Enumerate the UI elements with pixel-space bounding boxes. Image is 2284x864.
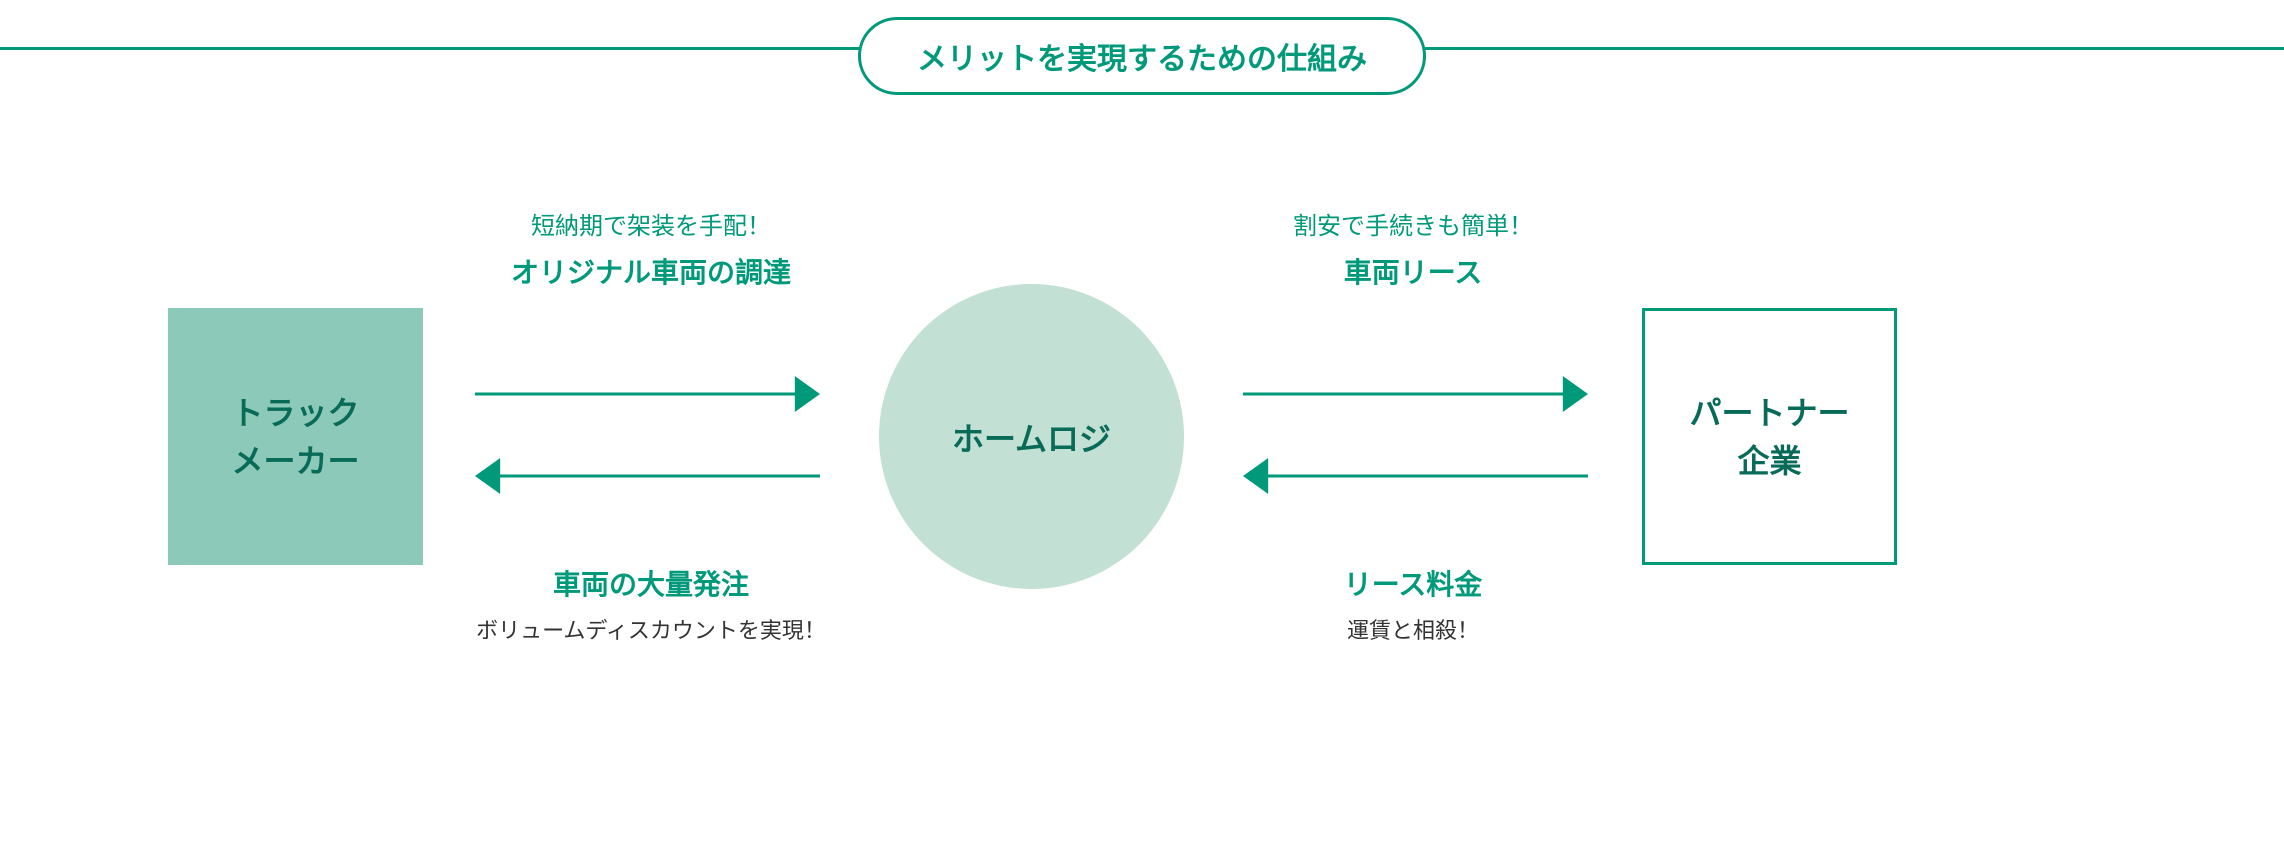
node-right-line1: パートナー (1689, 389, 1849, 437)
label-bottom-left: 車両の大量発注 ボリュームディスカウントを実現！ (470, 563, 832, 645)
node-partner-company: パートナー 企業 (1642, 308, 1897, 565)
node-center-text: ホームロジ (952, 414, 1111, 460)
label-bottom-right-bold: リース料金 (1232, 563, 1594, 603)
arrow-left-icon (1243, 454, 1588, 498)
title-text: メリットを実現するための仕組み (917, 43, 1367, 76)
arrow-left-icon (475, 454, 820, 498)
label-top-right: 割安で手続きも簡単！ 車両リース (1232, 206, 1594, 291)
label-top-right-bold: 車両リース (1232, 251, 1594, 291)
title-badge: メリットを実現するための仕組み (858, 17, 1426, 95)
node-left-line2: メーカー (231, 437, 359, 485)
label-top-left-small: 短納期で架装を手配！ (470, 206, 832, 241)
label-top-left-bold: オリジナル車両の調達 (470, 251, 832, 291)
arrow-right-icon (1243, 372, 1588, 416)
node-truck-maker: トラック メーカー (168, 308, 423, 565)
node-right-line2: 企業 (1737, 437, 1801, 485)
label-bottom-right: リース料金 運賃と相殺！ (1232, 563, 1594, 645)
label-bottom-right-small: 運賃と相殺！ (1232, 613, 1594, 645)
label-top-right-small: 割安で手続きも簡単！ (1232, 206, 1594, 241)
node-left-line1: トラック (231, 389, 359, 437)
arrow-right-icon (475, 372, 820, 416)
label-bottom-left-bold: 車両の大量発注 (470, 563, 832, 603)
label-bottom-left-small: ボリュームディスカウントを実現！ (470, 613, 832, 645)
label-top-left: 短納期で架装を手配！ オリジナル車両の調達 (470, 206, 832, 291)
node-home-logi: ホームロジ (879, 284, 1184, 589)
